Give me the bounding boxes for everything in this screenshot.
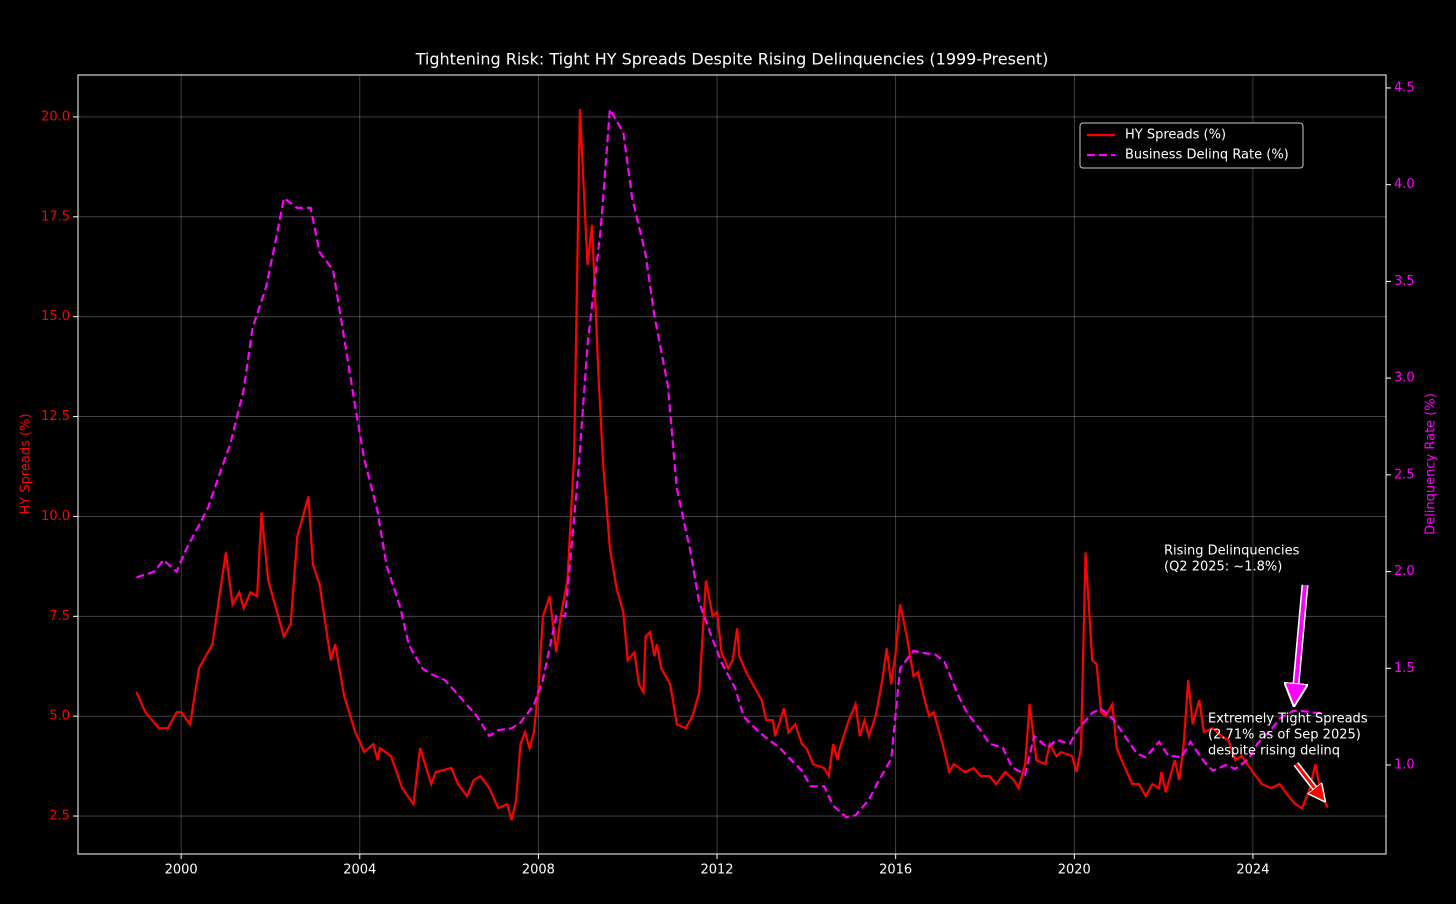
y2-axis-label: Delinquency Rate (%) — [1424, 393, 1439, 535]
plot-area — [78, 75, 1386, 854]
series-line — [136, 105, 1325, 819]
y-tick-label: 7.5 — [49, 609, 70, 624]
y-tick-label: 17.5 — [41, 209, 70, 224]
y-tick-label: 20.0 — [41, 109, 70, 124]
annotation-text: Extremely Tight Spreads — [1208, 712, 1368, 727]
annotation-text: (2.71% as of Sep 2025) — [1208, 728, 1361, 743]
y-tick-label: 15.0 — [41, 309, 70, 324]
x-tick-label: 2000 — [165, 863, 198, 878]
x-tick-label: 2012 — [700, 863, 733, 878]
y2-tick-label: 2.5 — [1394, 467, 1415, 482]
legend-label: HY Spreads (%) — [1125, 128, 1226, 143]
legend-label: Business Delinq Rate (%) — [1125, 148, 1289, 163]
series-line — [135, 108, 1329, 821]
y2-tick-label: 4.5 — [1394, 80, 1415, 95]
annotation-text: Rising Delinquencies — [1164, 544, 1300, 559]
x-tick-label: 2016 — [879, 863, 912, 878]
legend-box — [1079, 122, 1304, 169]
annotation-arrow — [1294, 763, 1320, 795]
y-tick-label: 10.0 — [41, 509, 70, 524]
annotation-text: despite rising delinq — [1208, 744, 1340, 759]
y2-tick-label: 3.0 — [1394, 371, 1415, 386]
x-tick-label: 2024 — [1236, 863, 1269, 878]
y-tick-label: 5.0 — [49, 709, 70, 724]
axes-frame — [77, 74, 1387, 855]
chart-title: Tightening Risk: Tight HY Spreads Despit… — [415, 50, 1049, 69]
y2-tick-label: 1.0 — [1394, 758, 1415, 773]
annotation-text: (Q2 2025: ~1.8%) — [1164, 560, 1282, 575]
legend: HY Spreads (%) Business Delinq Rate (%) — [1079, 122, 1304, 169]
y2-tick-label: 2.0 — [1394, 564, 1415, 579]
annotation-arrow — [1295, 584, 1305, 695]
y-axis-label: HY Spreads (%) — [19, 413, 34, 514]
y2-tick-label: 4.0 — [1394, 177, 1415, 192]
x-tick-label: 2008 — [522, 863, 555, 878]
x-tick-label: 2020 — [1058, 863, 1091, 878]
y2-tick-label: 3.5 — [1394, 274, 1415, 289]
y-tick-label: 2.5 — [49, 809, 70, 824]
x-tick-label: 2004 — [343, 863, 376, 878]
y2-tick-label: 1.5 — [1394, 661, 1415, 676]
y-tick-label: 12.5 — [41, 409, 70, 424]
